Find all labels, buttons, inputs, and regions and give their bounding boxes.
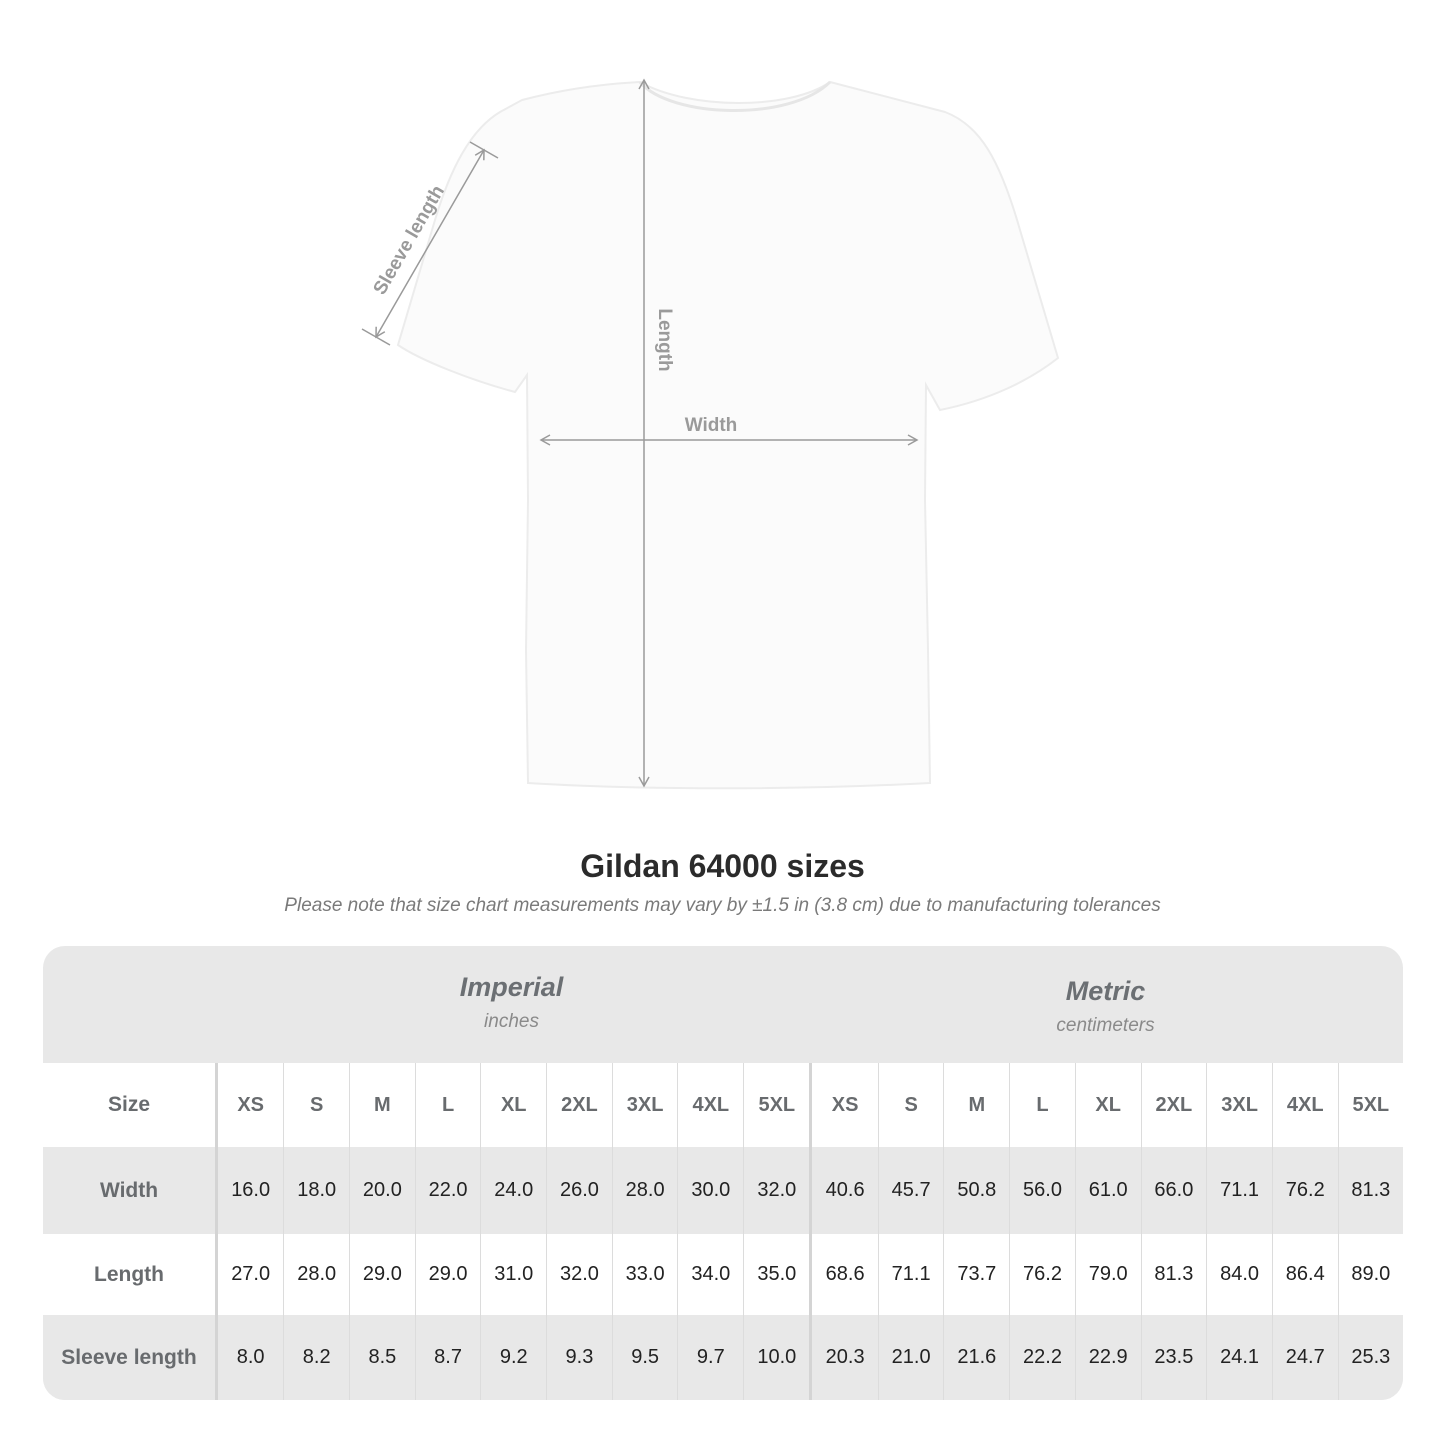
imperial-value-cell: 31.0 — [480, 1234, 547, 1315]
row-label: Length — [43, 1234, 218, 1315]
metric-value-cell: 84.0 — [1206, 1234, 1273, 1315]
metric-value-cell: 21.0 — [877, 1315, 944, 1400]
imperial-size-2XL: 2XL — [546, 1063, 613, 1147]
metric-value-cell: 71.1 — [877, 1234, 944, 1315]
imperial-value-cell: 34.0 — [677, 1234, 744, 1315]
imperial-value-cell: 9.5 — [611, 1315, 678, 1400]
metric-value-cell: 50.8 — [943, 1147, 1010, 1234]
metric-size-3XL: 3XL — [1206, 1063, 1273, 1147]
imperial-value-cell: 29.0 — [349, 1234, 416, 1315]
metric-value-cell: 22.9 — [1074, 1315, 1142, 1400]
metric-value-cell: 79.0 — [1074, 1234, 1142, 1315]
size-label: Size — [43, 1063, 218, 1147]
metric-value-cell: 25.3 — [1337, 1315, 1403, 1400]
size-header-row: Size XS S M L XL 2XL 3XL 4XL 5XL XS S M L XL 2XL 3XL 4XL 5… — [43, 1063, 1403, 1147]
table-row: Width 16.0 18.0 20.0 22.0 24.0 26.0 28.0 30.0 32.… — [43, 1147, 1403, 1234]
imperial-unit: inches — [484, 1011, 539, 1032]
metric-size-S: S — [877, 1063, 944, 1147]
size-grid: Size XS S M L XL 2XL 3XL 4XL 5XL XS S M L XL 2XL 3XL 4XL 5… — [43, 1063, 1403, 1400]
row-label: Sleeve length — [43, 1315, 218, 1400]
metric-size-XL: XL — [1074, 1063, 1142, 1147]
imperial-value-cell: 9.7 — [677, 1315, 744, 1400]
imperial-size-XS: XS — [215, 1063, 284, 1147]
imperial-value-cell: 16.0 — [215, 1147, 284, 1234]
imperial-value-cell: 8.5 — [349, 1315, 416, 1400]
sleeve-tick-bottom — [361, 328, 391, 346]
imperial-value-cell: 9.2 — [480, 1315, 547, 1400]
metric-size-XS: XS — [809, 1063, 879, 1147]
imperial-value-cell: 9.3 — [546, 1315, 613, 1400]
imperial-value-cell: 8.0 — [215, 1315, 284, 1400]
tshirt-diagram: Sleeve length Length Width — [361, 78, 1060, 790]
metric-value-cell: 81.3 — [1140, 1234, 1207, 1315]
imperial-value-cell: 22.0 — [414, 1147, 481, 1234]
metric-value-cell: 24.1 — [1206, 1315, 1273, 1400]
imperial-value-cell: 20.0 — [349, 1147, 416, 1234]
imperial-value-cell: 10.0 — [743, 1315, 811, 1400]
imperial-size-5XL: 5XL — [743, 1063, 811, 1147]
metric-value-cell: 40.6 — [809, 1147, 879, 1234]
metric-value-cell: 89.0 — [1337, 1234, 1403, 1315]
imperial-value-cell: 18.0 — [283, 1147, 350, 1234]
imperial-value-cell: 32.0 — [743, 1147, 811, 1234]
metric-value-cell: 76.2 — [1271, 1147, 1339, 1234]
length-label: Length — [654, 308, 675, 371]
metric-value-cell: 20.3 — [809, 1315, 879, 1400]
imperial-value-cell: 32.0 — [546, 1234, 613, 1315]
metric-size-L: L — [1009, 1063, 1076, 1147]
metric-value-cell: 24.7 — [1271, 1315, 1339, 1400]
metric-title: Metric — [1065, 976, 1146, 1006]
imperial-title: Imperial — [459, 972, 564, 1002]
metric-value-cell: 66.0 — [1140, 1147, 1207, 1234]
imperial-value-cell: 8.7 — [414, 1315, 481, 1400]
tolerance-note: Please note that size chart measurements… — [284, 895, 1161, 916]
imperial-value-cell: 28.0 — [283, 1234, 350, 1315]
row-label: Width — [43, 1147, 218, 1234]
tshirt-collar — [638, 80, 832, 112]
imperial-size-L: L — [414, 1063, 481, 1147]
metric-value-cell: 81.3 — [1337, 1147, 1403, 1234]
metric-size-2XL: 2XL — [1140, 1063, 1207, 1147]
width-label: Width — [685, 415, 738, 436]
metric-size-5XL: 5XL — [1337, 1063, 1403, 1147]
imperial-value-cell: 24.0 — [480, 1147, 547, 1234]
metric-value-cell: 61.0 — [1074, 1147, 1142, 1234]
imperial-size-M: M — [349, 1063, 416, 1147]
imperial-value-cell: 30.0 — [677, 1147, 744, 1234]
imperial-value-cell: 26.0 — [546, 1147, 613, 1234]
imperial-value-cell: 27.0 — [215, 1234, 284, 1315]
imperial-value-cell: 33.0 — [611, 1234, 678, 1315]
metric-size-M: M — [943, 1063, 1010, 1147]
imperial-value-cell: 8.2 — [283, 1315, 350, 1400]
sleeve-arrow — [375, 148, 485, 339]
imperial-size-4XL: 4XL — [677, 1063, 744, 1147]
table-row: Length 27.0 28.0 29.0 29.0 31.0 32.0 33.0 34.0 35… — [43, 1234, 1403, 1315]
sleeve-tick-top — [469, 141, 499, 159]
imperial-header: Imperial inches — [215, 946, 808, 1089]
metric-unit: centimeters — [1056, 1015, 1155, 1036]
metric-value-cell: 23.5 — [1140, 1315, 1207, 1400]
table-row: Sleeve length 8.0 8.2 8.5 8.7 9.2 9.3 9.5 9.7 10.… — [43, 1315, 1403, 1400]
imperial-value-cell: 29.0 — [414, 1234, 481, 1315]
metric-size-4XL: 4XL — [1271, 1063, 1339, 1147]
metric-value-cell: 86.4 — [1271, 1234, 1339, 1315]
imperial-value-cell: 28.0 — [611, 1147, 678, 1234]
imperial-size-XL: XL — [480, 1063, 547, 1147]
metric-header: Metric centimeters — [808, 946, 1403, 1093]
imperial-size-3XL: 3XL — [611, 1063, 678, 1147]
page-title: Gildan 64000 sizes — [580, 848, 865, 884]
imperial-size-S: S — [283, 1063, 350, 1147]
metric-value-cell: 45.7 — [877, 1147, 944, 1234]
size-table: Imperial inches Metric centimeters Size X… — [43, 946, 1403, 1400]
metric-value-cell: 76.2 — [1009, 1234, 1076, 1315]
metric-value-cell: 71.1 — [1206, 1147, 1273, 1234]
metric-value-cell: 22.2 — [1009, 1315, 1076, 1400]
metric-value-cell: 21.6 — [943, 1315, 1010, 1400]
imperial-value-cell: 35.0 — [743, 1234, 811, 1315]
metric-value-cell: 56.0 — [1009, 1147, 1076, 1234]
metric-value-cell: 68.6 — [809, 1234, 879, 1315]
metric-value-cell: 73.7 — [943, 1234, 1010, 1315]
